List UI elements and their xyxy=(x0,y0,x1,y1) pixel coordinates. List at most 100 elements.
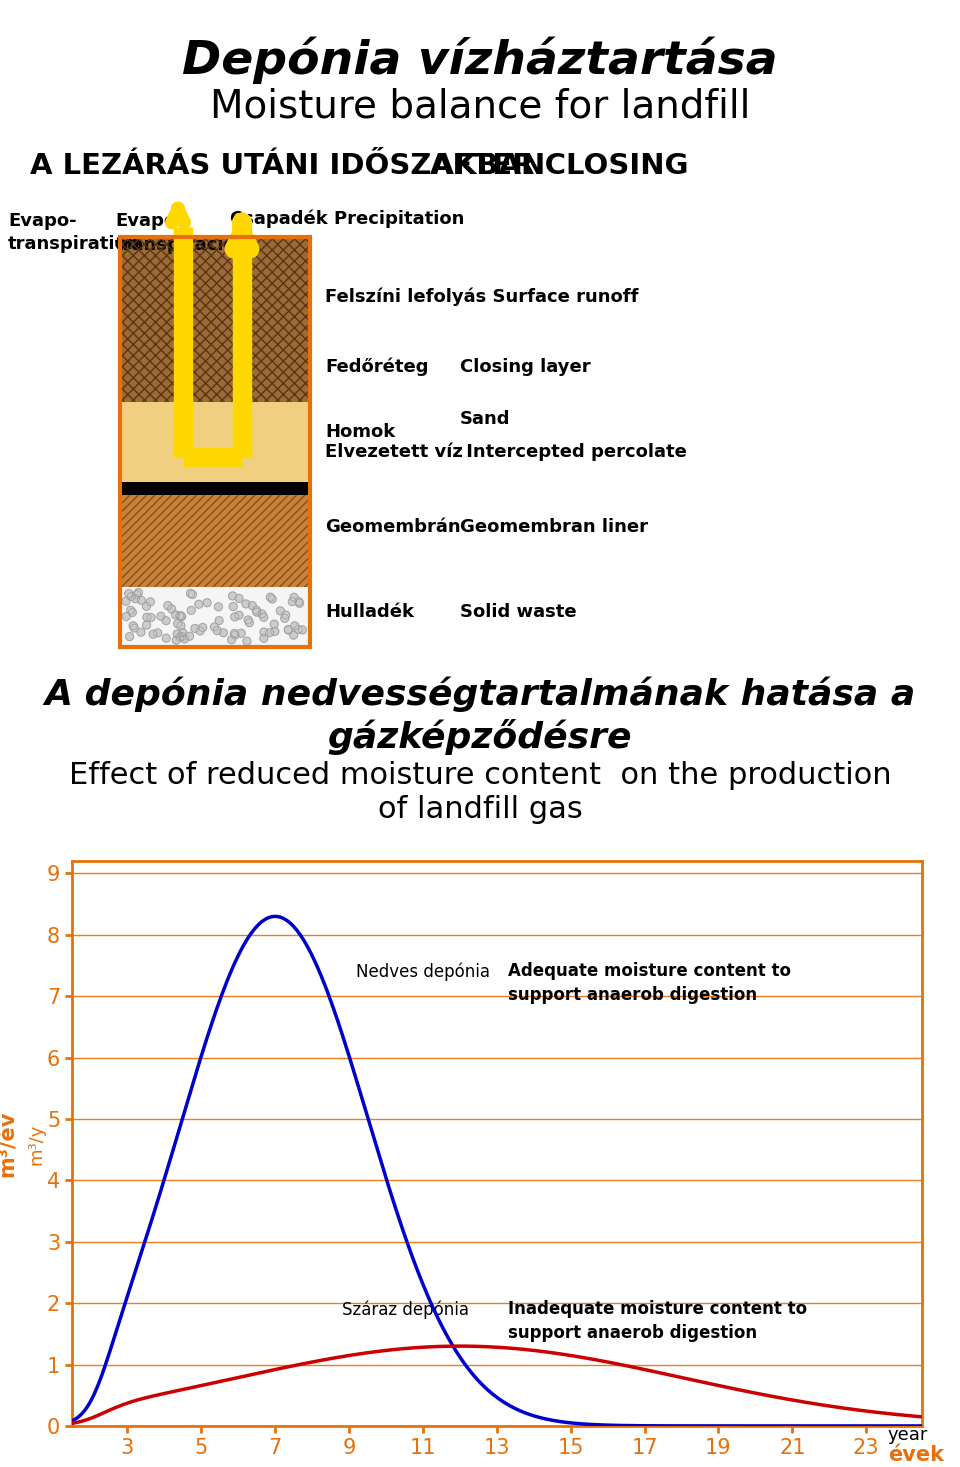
Circle shape xyxy=(179,629,187,637)
Text: year: year xyxy=(888,1426,928,1444)
Text: Intercepted percolate: Intercepted percolate xyxy=(460,443,686,461)
Text: évek: évek xyxy=(888,1445,944,1466)
Circle shape xyxy=(270,621,278,628)
Circle shape xyxy=(146,599,155,606)
Circle shape xyxy=(127,593,135,600)
Circle shape xyxy=(284,625,293,634)
Circle shape xyxy=(268,596,276,603)
Circle shape xyxy=(290,593,299,601)
Circle shape xyxy=(276,607,284,615)
Circle shape xyxy=(290,631,298,640)
Circle shape xyxy=(142,603,151,610)
Circle shape xyxy=(260,613,268,622)
Circle shape xyxy=(131,623,138,632)
Circle shape xyxy=(172,637,180,644)
Text: transpiráció: transpiráció xyxy=(115,235,237,254)
Circle shape xyxy=(231,631,239,640)
Circle shape xyxy=(260,628,268,637)
Circle shape xyxy=(174,619,181,628)
Text: Hulladék: Hulladék xyxy=(325,603,414,621)
Circle shape xyxy=(296,599,303,607)
Circle shape xyxy=(179,632,186,641)
Text: Geomembrán: Geomembrán xyxy=(325,518,461,535)
Circle shape xyxy=(260,634,268,643)
Circle shape xyxy=(291,622,299,629)
Circle shape xyxy=(185,632,194,640)
Text: Evapo-: Evapo- xyxy=(115,213,183,230)
Text: Adequate moisture content to
support anaerob digestion: Adequate moisture content to support ana… xyxy=(508,962,791,1003)
Circle shape xyxy=(134,588,142,597)
Circle shape xyxy=(188,590,197,599)
Circle shape xyxy=(177,622,185,629)
Circle shape xyxy=(173,629,181,638)
Circle shape xyxy=(244,616,252,623)
Circle shape xyxy=(199,623,206,631)
Circle shape xyxy=(230,629,238,638)
Circle shape xyxy=(176,634,183,641)
Circle shape xyxy=(186,590,195,597)
Circle shape xyxy=(187,606,195,615)
Circle shape xyxy=(132,591,141,599)
Circle shape xyxy=(164,601,172,610)
Text: Száraz depónia: Száraz depónia xyxy=(342,1300,468,1319)
Circle shape xyxy=(246,619,253,626)
Circle shape xyxy=(137,628,145,637)
Circle shape xyxy=(191,625,199,632)
Circle shape xyxy=(147,613,156,622)
Bar xyxy=(120,494,310,587)
Text: Solid waste: Solid waste xyxy=(460,603,577,621)
Circle shape xyxy=(230,613,239,621)
Text: Depónia vízháztartása: Depónia vízháztartása xyxy=(182,37,778,85)
Circle shape xyxy=(176,612,183,619)
Circle shape xyxy=(127,606,134,615)
Circle shape xyxy=(143,621,151,629)
Circle shape xyxy=(243,637,251,645)
Circle shape xyxy=(237,629,245,637)
Circle shape xyxy=(177,612,185,621)
Circle shape xyxy=(180,635,188,643)
Circle shape xyxy=(204,599,211,607)
Bar xyxy=(120,587,310,647)
Text: Geomembran liner: Geomembran liner xyxy=(460,518,648,535)
Circle shape xyxy=(295,625,302,634)
Circle shape xyxy=(156,612,165,621)
Circle shape xyxy=(168,604,176,613)
Circle shape xyxy=(154,629,161,637)
Circle shape xyxy=(143,613,151,621)
Circle shape xyxy=(280,615,289,622)
Circle shape xyxy=(215,616,223,625)
Circle shape xyxy=(195,600,203,609)
Circle shape xyxy=(284,626,293,634)
Circle shape xyxy=(122,597,130,606)
Text: A depónia nedvességtartalmának hatása a: A depónia nedvességtartalmának hatása a xyxy=(44,676,916,713)
Text: Evapo-: Evapo- xyxy=(8,213,77,230)
Text: Elvezetett víz: Elvezetett víz xyxy=(325,443,463,461)
Text: Csapadék Precipitation: Csapadék Precipitation xyxy=(230,208,465,227)
Circle shape xyxy=(125,590,132,597)
Circle shape xyxy=(196,626,204,635)
Circle shape xyxy=(214,603,223,610)
Text: Inadequate moisture content to
support anaerob digestion: Inadequate moisture content to support a… xyxy=(508,1300,807,1342)
Circle shape xyxy=(252,607,261,616)
Text: transpiration: transpiration xyxy=(8,235,140,252)
Circle shape xyxy=(122,612,131,621)
Bar xyxy=(120,238,310,647)
Circle shape xyxy=(288,597,297,606)
Circle shape xyxy=(132,594,139,603)
Circle shape xyxy=(210,623,219,631)
Circle shape xyxy=(178,613,185,621)
Circle shape xyxy=(228,635,235,644)
Circle shape xyxy=(162,616,170,625)
Text: Nedves depónia: Nedves depónia xyxy=(356,962,491,981)
Text: m³/év: m³/év xyxy=(0,1111,17,1178)
Text: Felszíni lefolyás Surface runoff: Felszíni lefolyás Surface runoff xyxy=(325,288,638,307)
Circle shape xyxy=(252,606,260,615)
Text: gázképződésre: gázképződésre xyxy=(327,719,633,756)
Circle shape xyxy=(229,603,237,610)
Circle shape xyxy=(235,612,243,619)
Circle shape xyxy=(281,612,290,619)
Circle shape xyxy=(149,631,157,638)
Text: of landfill gas: of landfill gas xyxy=(377,795,583,824)
Circle shape xyxy=(137,596,145,604)
Bar xyxy=(120,238,310,402)
